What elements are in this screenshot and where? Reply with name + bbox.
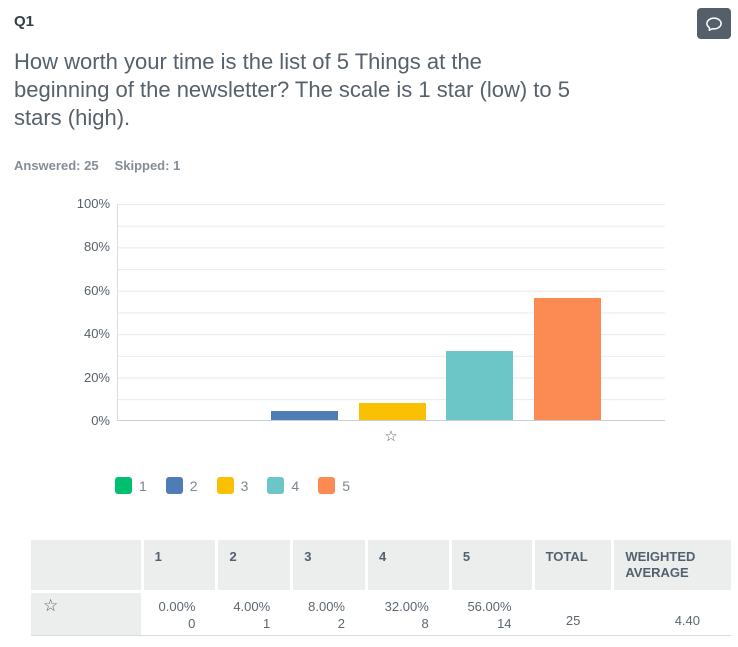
- speech-bubble-icon: [704, 14, 724, 34]
- legend-label: 2: [189, 477, 198, 494]
- legend-swatch-icon: [318, 477, 336, 494]
- legend-item-4: 4: [267, 477, 299, 494]
- results-table: 1 2 3 4 5 TOTAL WEIGHTED AVERAGE ☆ 0.00%…: [31, 540, 731, 636]
- legend-swatch-icon: [216, 477, 234, 494]
- header-cell-total: TOTAL: [534, 540, 615, 590]
- legend-swatch-icon: [165, 477, 183, 494]
- y-tick-60: 60%: [83, 283, 110, 298]
- weighted-average-cell: 4.40: [614, 593, 731, 635]
- count-value: 14: [497, 616, 512, 631]
- question-number: Q1: [14, 13, 35, 30]
- header-cell-blank: [31, 540, 144, 590]
- chart-bar-2[interactable]: [271, 411, 338, 420]
- skipped-label: Skipped:: [114, 158, 170, 173]
- question-line-3: stars (high).: [14, 105, 131, 130]
- question-line-1: How worth your time is the list of 5 Thi…: [14, 49, 482, 74]
- y-tick-0: 0%: [91, 413, 110, 428]
- legend-swatch-icon: [267, 477, 285, 494]
- table-row: ☆ 0.00% 0 4.00% 1 8.00% 2 32.00% 8 56.00…: [31, 593, 731, 636]
- y-tick-20: 20%: [83, 370, 110, 385]
- skipped-stat: Skipped: 1: [115, 158, 181, 173]
- x-axis-star-label: ☆: [381, 427, 401, 445]
- total-value: 25: [565, 613, 581, 628]
- percent-value: 4.00%: [233, 599, 271, 614]
- comment-button[interactable]: [697, 8, 731, 39]
- value-cell-4: 32.00% 8: [368, 593, 452, 635]
- percent-value: 0.00%: [158, 599, 196, 614]
- legend-item-3: 3: [216, 477, 249, 494]
- bar-chart: 0% 20% 40% 60% 80% 100% ☆: [0, 195, 738, 453]
- count-value: 8: [421, 616, 429, 631]
- answered-label: Answered:: [14, 158, 81, 173]
- legend-label: 4: [291, 477, 300, 494]
- question-text: How worth your time is the list of 5 Thi…: [14, 48, 738, 132]
- percent-value: 56.00%: [467, 599, 512, 614]
- legend-label: 5: [342, 477, 350, 494]
- count-value: 1: [262, 616, 271, 631]
- count-value: 2: [337, 616, 345, 631]
- legend-swatch-icon: [115, 477, 132, 494]
- plot-area: [117, 204, 665, 421]
- chart-bar-4[interactable]: [446, 351, 513, 420]
- legend-label: 3: [240, 477, 249, 494]
- star-icon: ☆: [384, 427, 398, 445]
- row-label-cell: ☆: [31, 593, 144, 635]
- y-tick-80: 80%: [83, 239, 110, 254]
- y-tick-100: 100%: [76, 196, 110, 211]
- star-icon: ☆: [43, 596, 59, 616]
- table-header-row: 1 2 3 4 5 TOTAL WEIGHTED AVERAGE: [31, 540, 731, 590]
- answered-stat: Answered: 25: [14, 158, 99, 173]
- header-cell-4: 4: [368, 540, 452, 590]
- legend-item-1: 1: [115, 477, 147, 494]
- chart-bar-5[interactable]: [534, 298, 601, 420]
- chart-bar-3[interactable]: [359, 403, 426, 420]
- skipped-value: 1: [173, 158, 181, 173]
- total-cell: 25: [535, 593, 615, 635]
- value-cell-5: 56.00% 14: [452, 593, 535, 635]
- header-cell-1: 1: [143, 540, 219, 590]
- weighted-average-value: 4.40: [674, 613, 700, 628]
- value-cell-1: 0.00% 0: [144, 593, 219, 635]
- legend-item-2: 2: [165, 477, 198, 494]
- legend-item-5: 5: [318, 477, 350, 494]
- chart-legend: 1 2 3 4 5: [115, 477, 350, 494]
- header-cell-3: 3: [293, 540, 369, 590]
- header-cell-2: 2: [218, 540, 294, 590]
- header-cell-weighted-average: WEIGHTED AVERAGE: [614, 540, 731, 590]
- header-cell-5: 5: [451, 540, 535, 590]
- percent-value: 32.00%: [384, 599, 429, 614]
- percent-value: 8.00%: [308, 599, 345, 614]
- legend-label: 1: [139, 477, 147, 494]
- count-value: 0: [188, 616, 196, 631]
- answered-value: 25: [84, 158, 99, 173]
- value-cell-3: 8.00% 2: [293, 593, 368, 635]
- response-stats: Answered: 25 Skipped: 1: [14, 158, 180, 173]
- value-cell-2: 4.00% 1: [218, 593, 294, 635]
- y-tick-40: 40%: [83, 326, 110, 341]
- question-line-2: beginning of the newsletter? The scale i…: [14, 77, 571, 102]
